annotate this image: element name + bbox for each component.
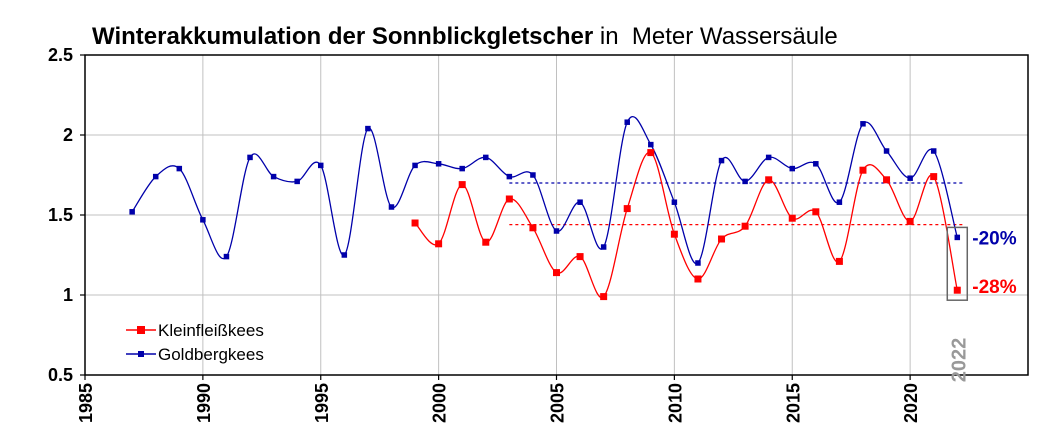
data-point-kleinfleisskees [718, 235, 726, 243]
data-point-kleinfleisskees [411, 219, 419, 227]
data-point-kleinfleisskees [741, 222, 749, 230]
data-point-goldbergkees [695, 260, 701, 266]
x-tick-label: 2015 [783, 383, 803, 423]
data-point-goldbergkees [435, 161, 442, 167]
x-tick-label: 2000 [430, 383, 450, 423]
y-tick-label: 1 [63, 285, 73, 305]
x-tick-label: 2020 [901, 383, 921, 423]
x-tick-label: 1990 [194, 383, 214, 423]
kleinfleisskees-change-label: -28% [972, 277, 1016, 298]
data-point-goldbergkees [294, 178, 300, 185]
chart-title-rest: in Meter Wassersäule [593, 23, 838, 50]
highlight-box-2022 [946, 226, 969, 301]
data-point-goldbergkees [483, 154, 489, 161]
highlight-year-label: 2022 [948, 338, 970, 383]
data-point-goldbergkees [412, 162, 418, 169]
legend-label-goldbergkees: Goldbergkees [158, 345, 264, 364]
data-point-goldbergkees [742, 178, 748, 185]
y-axis-ticks: 0.5 1 1.5 2 2.5 [48, 45, 85, 385]
data-point-goldbergkees [836, 199, 843, 205]
data-point-goldbergkees [577, 199, 583, 205]
data-point-goldbergkees [930, 148, 937, 154]
data-point-kleinfleisskees [435, 240, 443, 248]
x-tick-label: 2010 [665, 383, 685, 423]
y-tick-label: 1.5 [48, 205, 73, 225]
data-point-kleinfleisskees [623, 205, 631, 213]
data-point-kleinfleisskees [883, 176, 891, 184]
y-tick-label: 0.5 [48, 365, 73, 385]
data-point-goldbergkees [671, 199, 678, 205]
data-point-kleinfleisskees [812, 208, 820, 216]
data-point-goldbergkees [223, 253, 230, 260]
data-point-goldbergkees [176, 165, 183, 172]
data-point-goldbergkees [813, 161, 819, 167]
data-point-goldbergkees [530, 172, 536, 178]
data-point-goldbergkees [648, 141, 654, 148]
data-point-kleinfleisskees [788, 214, 796, 222]
data-point-kleinfleisskees [458, 181, 466, 189]
data-point-kleinfleisskees [953, 286, 961, 294]
data-point-goldbergkees [718, 157, 725, 164]
data-point-kleinfleisskees [765, 176, 773, 184]
data-point-goldbergkees [883, 148, 890, 154]
legend: Kleinfleißkees Goldbergkees [126, 321, 264, 364]
data-point-kleinfleisskees [670, 230, 678, 238]
legend-marker-kleinfleisskees [137, 326, 145, 334]
data-point-goldbergkees [860, 121, 866, 127]
data-point-kleinfleisskees [694, 275, 702, 283]
data-point-kleinfleisskees [576, 253, 584, 261]
data-point-kleinfleisskees [930, 173, 938, 181]
data-point-goldbergkees [318, 162, 324, 169]
legend-marker-goldbergkees [138, 351, 144, 357]
data-point-kleinfleisskees [482, 238, 490, 246]
data-point-goldbergkees [129, 209, 135, 215]
x-tick-label: 2005 [548, 383, 568, 423]
data-point-goldbergkees [624, 119, 630, 125]
data-point-goldbergkees [954, 234, 961, 241]
data-point-goldbergkees [459, 165, 465, 172]
data-point-goldbergkees [765, 154, 772, 161]
data-point-goldbergkees [200, 217, 206, 223]
series-layer [129, 115, 961, 301]
data-point-goldbergkees [152, 173, 159, 180]
data-point-goldbergkees [247, 154, 253, 161]
data-point-kleinfleisskees [505, 195, 513, 203]
data-point-goldbergkees [506, 173, 513, 180]
x-tick-label: 1995 [312, 383, 332, 423]
data-point-goldbergkees [270, 173, 277, 180]
y-tick-label: 2.5 [48, 45, 73, 65]
data-point-goldbergkees [341, 252, 348, 258]
data-point-kleinfleisskees [529, 224, 537, 232]
x-axis-ticks: 1985 1990 1995 2000 2005 2010 2015 2020 [76, 375, 921, 423]
y-tick-label: 2 [63, 125, 73, 145]
data-point-kleinfleisskees [647, 149, 655, 157]
data-point-goldbergkees [789, 165, 795, 172]
data-point-goldbergkees [553, 228, 560, 234]
data-point-kleinfleisskees [835, 257, 843, 265]
series-line-goldbergkees [131, 115, 958, 265]
x-tick-label: 1985 [76, 383, 96, 423]
data-point-goldbergkees [600, 244, 607, 250]
data-point-goldbergkees [388, 204, 395, 210]
data-point-kleinfleisskees [553, 269, 560, 277]
data-point-goldbergkees [907, 175, 913, 181]
data-point-goldbergkees [365, 125, 371, 132]
chart-title-bold: Winterakkumulation der Sonnblickgletsche… [92, 23, 593, 50]
legend-label-kleinfleisskees: Kleinfleißkees [158, 321, 264, 340]
data-point-kleinfleisskees [859, 166, 867, 174]
chart-title: Winterakkumulation der Sonnblickgletsche… [92, 23, 838, 50]
goldbergkees-change-label: -20% [972, 228, 1016, 249]
data-point-kleinfleisskees [600, 293, 608, 301]
data-point-kleinfleisskees [906, 217, 914, 225]
